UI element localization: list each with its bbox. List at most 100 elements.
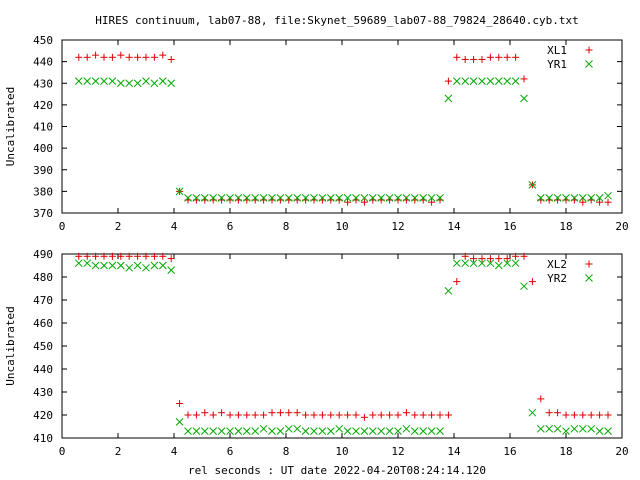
data-point (217, 427, 226, 435)
data-point (91, 77, 100, 85)
data-point (427, 194, 436, 202)
data-point (209, 411, 217, 419)
data-point (108, 252, 116, 260)
data-point (428, 198, 436, 206)
data-point (310, 411, 318, 419)
y-tick-label: 430 (33, 77, 53, 90)
data-point (176, 400, 184, 407)
data-point (335, 424, 344, 433)
data-point (495, 53, 503, 61)
data-point (184, 427, 192, 435)
data-point (352, 427, 360, 435)
data-point (402, 194, 411, 202)
data-point (167, 79, 176, 88)
y-tick-label: 440 (33, 363, 53, 376)
data-point (83, 53, 91, 61)
data-point (159, 51, 167, 59)
data-point (175, 187, 184, 196)
data-point (284, 194, 293, 202)
data-point (503, 259, 512, 268)
data-point (260, 411, 268, 419)
data-point (184, 411, 192, 419)
y-tick-label: 390 (33, 164, 53, 177)
data-point (293, 194, 302, 202)
data-point (335, 411, 343, 419)
data-point (209, 194, 218, 202)
x-tick-label: 2 (115, 220, 122, 233)
data-point (419, 411, 427, 419)
data-point (142, 77, 150, 85)
data-point (402, 424, 411, 433)
data-point (528, 181, 537, 189)
y-tick-label: 440 (33, 56, 53, 69)
series-YR1 (74, 77, 612, 202)
data-point (125, 79, 134, 88)
data-point (100, 252, 108, 260)
data-point (234, 411, 242, 419)
data-point (243, 411, 251, 419)
data-point (377, 411, 385, 419)
data-point (100, 77, 108, 85)
x-tick-label: 20 (615, 220, 628, 233)
data-point (360, 427, 369, 435)
data-point (242, 194, 251, 202)
data-point (75, 252, 83, 260)
data-point (318, 194, 327, 202)
data-point (184, 194, 192, 202)
data-point (410, 427, 419, 435)
x-tick-label: 16 (503, 220, 516, 233)
chart-title: HIRES continuum, lab07-88, file:Skynet_5… (95, 14, 578, 27)
data-point (478, 55, 486, 63)
x-tick-label: 0 (59, 220, 66, 233)
legend-marker (585, 274, 593, 282)
data-point (537, 395, 545, 403)
data-point (167, 55, 175, 63)
x-tick-label: 6 (227, 445, 234, 458)
data-point (92, 252, 100, 260)
data-point (360, 413, 368, 421)
data-point (352, 194, 360, 202)
plot-panel-1: 0 2 4 6 8 10 12 14 16 18 20 370 380 390 400 410 420 430 44… (4, 34, 629, 233)
data-point (436, 411, 444, 419)
data-point (117, 51, 125, 59)
data-point (444, 411, 452, 419)
data-point (301, 194, 310, 202)
data-point (226, 411, 234, 419)
data-point (234, 427, 243, 435)
data-point (470, 55, 478, 63)
data-point (604, 198, 612, 206)
y-tick-label: 420 (33, 99, 53, 112)
data-point (385, 427, 394, 435)
data-point (595, 427, 604, 435)
y-tick-label: 370 (33, 207, 53, 220)
data-point (192, 427, 201, 435)
data-point (453, 53, 461, 61)
data-point (486, 53, 494, 61)
data-point (377, 427, 386, 435)
x-tick-label: 2 (115, 445, 122, 458)
x-tick-label: 8 (283, 220, 290, 233)
data-point (386, 411, 394, 419)
plot-panel-2: 0 2 4 6 8 10 12 14 16 18 20 410 420 430 440 450 460 470 48… (4, 248, 629, 458)
data-point (83, 77, 92, 85)
data-point (218, 409, 226, 417)
data-point (327, 411, 335, 419)
data-point (301, 427, 310, 435)
data-point (159, 252, 167, 260)
data-point (604, 411, 612, 419)
data-point (394, 427, 402, 435)
data-point (343, 427, 352, 435)
data-point (470, 255, 478, 263)
data-point (368, 194, 377, 202)
data-point (276, 427, 285, 435)
data-point (142, 53, 150, 61)
data-point (596, 411, 604, 419)
data-point (125, 263, 134, 272)
data-point (536, 194, 545, 202)
data-point (150, 53, 158, 61)
data-point (100, 53, 108, 61)
data-point (75, 53, 83, 61)
data-point (259, 194, 268, 202)
data-point (310, 194, 318, 202)
data-point (394, 411, 402, 419)
